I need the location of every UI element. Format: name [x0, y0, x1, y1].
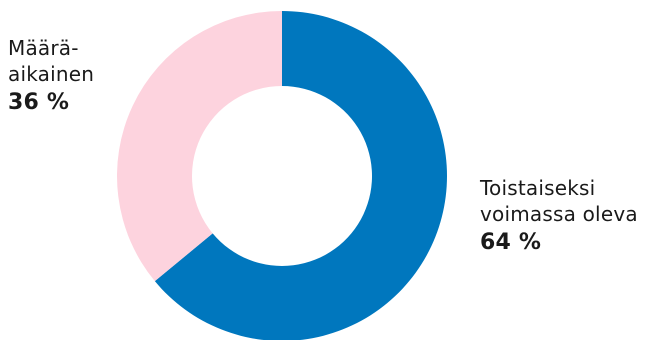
slice-label-toistaiseksi: Toistaiseksi voimassa oleva 64 % [480, 175, 652, 258]
slice-value-toistaiseksi: 64 % [480, 230, 542, 255]
slice-name-toistaiseksi: Toistaiseksi voimassa oleva [480, 176, 638, 226]
slice-value-maaraaikainen: 36 % [8, 90, 70, 115]
donut-slice-0 [154, 11, 447, 340]
slice-label-maaraaikainen: Määrä- aikainen 36 % [8, 35, 94, 118]
slice-name-maaraaikainen: Määrä- aikainen [8, 36, 95, 86]
donut-slice-1 [116, 10, 283, 282]
